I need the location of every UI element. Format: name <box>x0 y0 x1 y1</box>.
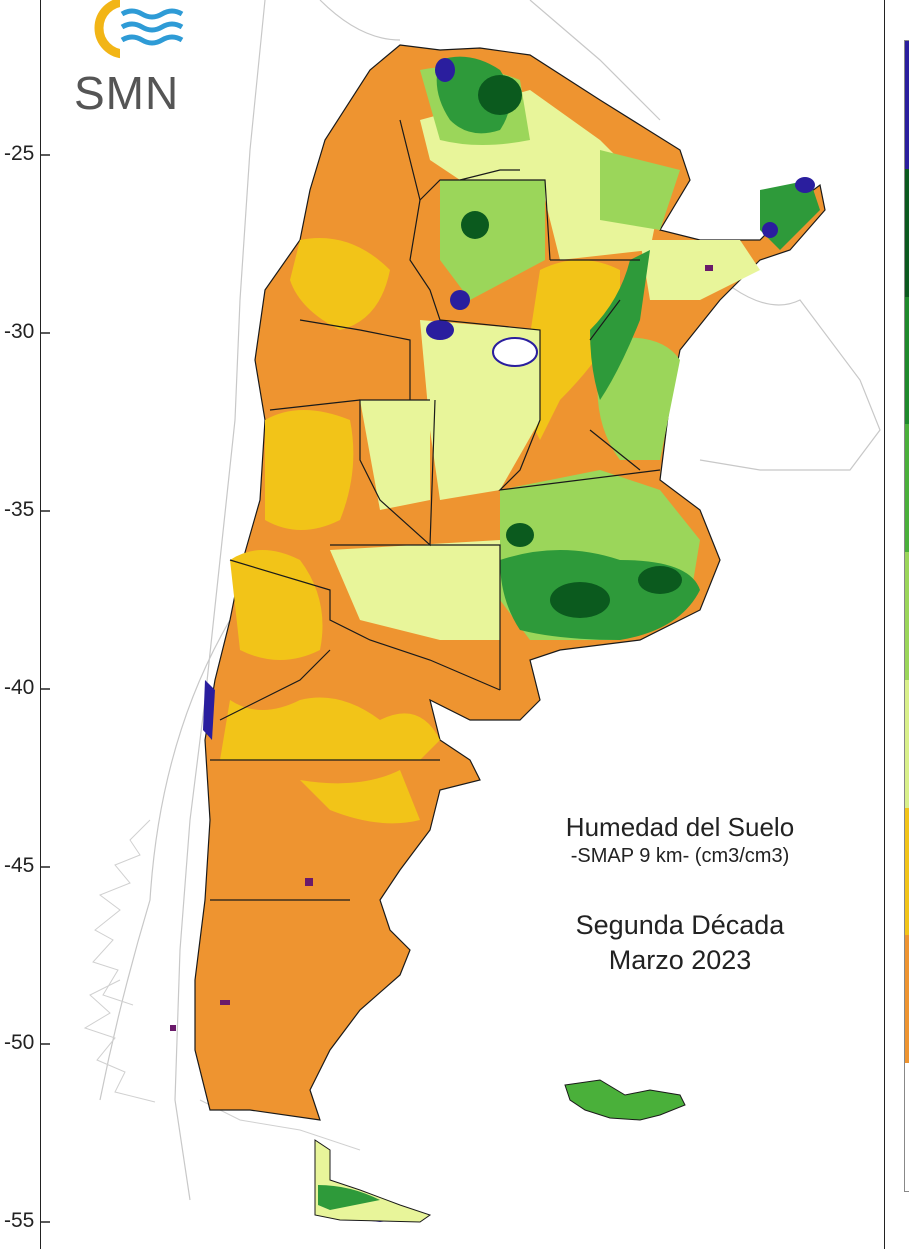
y-tick-label: -25 <box>4 142 35 165</box>
legend-swatch <box>905 807 909 936</box>
province-borders <box>210 119 661 901</box>
legend-swatch <box>905 424 909 553</box>
y-tick-label: -30 <box>4 320 35 343</box>
legend-swatch <box>905 1063 909 1191</box>
legend-color-bar <box>904 40 909 1192</box>
title-line-4: Marzo 2023 <box>608 945 752 975</box>
malvinas-islands <box>564 1079 686 1121</box>
y-tick-label: -40 <box>4 676 35 699</box>
tierra-del-fuego <box>314 1139 432 1223</box>
title-line-1: Humedad del Suelo <box>565 812 795 842</box>
legend-swatch <box>905 935 909 1064</box>
title-line-3: Segunda Década <box>575 910 785 940</box>
legend-swatch <box>905 41 909 169</box>
map-frame <box>40 0 885 1249</box>
semi-dry-zones <box>220 238 620 824</box>
sparse-saturated-pixels <box>170 265 713 1031</box>
legend-swatch <box>905 296 909 425</box>
y-tick-label: -35 <box>4 498 35 521</box>
y-tick-label: -50 <box>4 1031 35 1054</box>
smn-logo-icon <box>94 0 184 60</box>
title-line-2: -SMAP 9 km- (cm3/cm3) <box>570 845 790 867</box>
logo-text: SMN <box>74 67 180 119</box>
lake <box>492 337 538 367</box>
y-tick-label: -55 <box>4 1209 35 1232</box>
y-tick-label: -45 <box>4 854 35 877</box>
legend-swatch <box>905 552 909 680</box>
very-wet-zones <box>461 75 682 618</box>
legend-swatch <box>905 679 909 808</box>
map-title: Humedad del Suelo -SMAP 9 km- (cm3/cm3) … <box>520 812 840 976</box>
legend-swatch <box>905 168 909 297</box>
